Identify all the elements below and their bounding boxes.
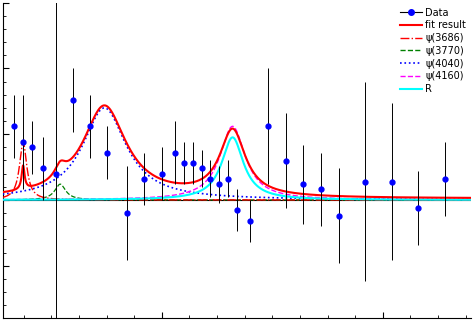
Legend: Data, fit result, ψ(3686), ψ(3770), ψ(4040), ψ(4160), R: Data, fit result, ψ(3686), ψ(3770), ψ(40… bbox=[398, 6, 468, 96]
